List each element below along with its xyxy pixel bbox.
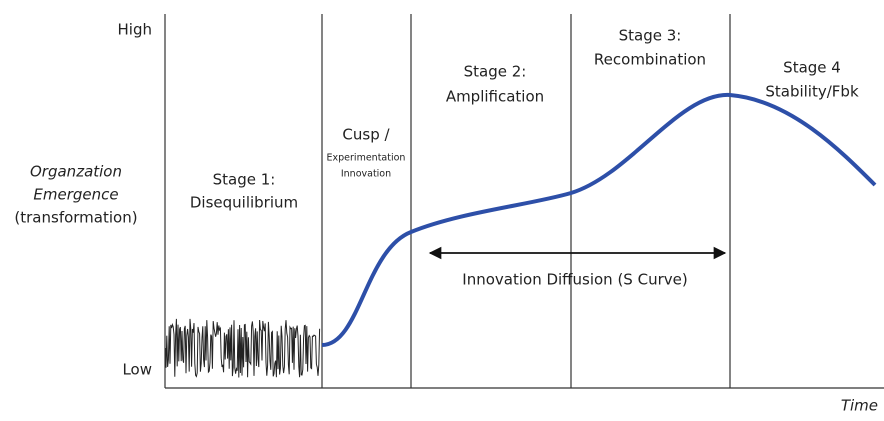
stage-text: Stage 1:	[213, 171, 276, 189]
stage-text: Stability/Fbk	[765, 83, 859, 101]
low-label: Low	[122, 361, 152, 379]
arrow-label: Innovation Diffusion (S Curve)	[462, 271, 687, 289]
noise-band	[165, 318, 321, 378]
stage-text: Recombination	[594, 51, 706, 69]
stage-text: Amplification	[446, 88, 544, 106]
stage-text: Stage 2:	[464, 63, 527, 81]
high-label: High	[118, 21, 152, 39]
frame	[164, 14, 884, 389]
x-label: Time	[841, 397, 878, 415]
stage-text: Innovation	[341, 169, 391, 180]
stage-text: Stage 3:	[619, 27, 682, 45]
stage-text: Disequilibrium	[190, 194, 298, 212]
stage-text: Cusp /	[342, 126, 390, 144]
emergence-curve	[321, 92, 877, 347]
y-label: Emergence	[33, 186, 118, 204]
stage-text: Stage 4	[783, 59, 841, 77]
y-label: Organzation	[30, 163, 122, 181]
y-label: (transformation)	[14, 209, 137, 227]
stage-text: Experimentation	[327, 153, 406, 164]
